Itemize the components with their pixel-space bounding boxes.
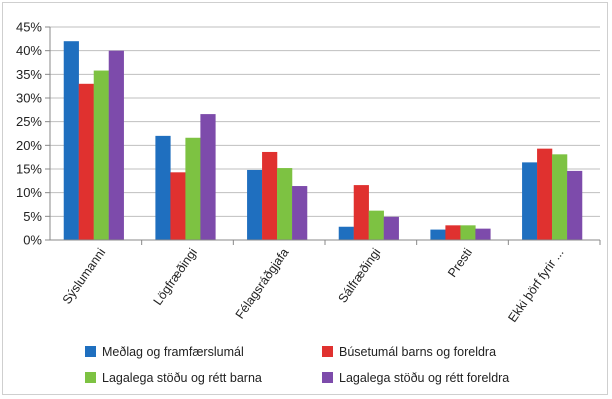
bars xyxy=(63,41,583,241)
bar xyxy=(262,151,278,240)
bar xyxy=(567,170,583,240)
y-tick-label: 45% xyxy=(16,20,42,35)
y-tick-label: 20% xyxy=(16,138,42,153)
bar xyxy=(108,50,124,240)
legend-swatch xyxy=(322,346,333,357)
x-category-label: Presti xyxy=(445,246,475,280)
bar xyxy=(185,137,201,240)
legend-label: Búsetumál barns og foreldra xyxy=(339,345,496,359)
bar xyxy=(292,186,308,240)
x-category-label: Sálfræðingi xyxy=(336,246,384,306)
y-tick-label: 35% xyxy=(16,67,42,82)
bar xyxy=(247,169,263,240)
y-tick-label: 15% xyxy=(16,162,42,177)
bar xyxy=(430,229,446,240)
x-category-label: Félagsráðgjafa xyxy=(233,246,292,322)
bar xyxy=(445,225,461,240)
bar xyxy=(552,154,568,240)
bar xyxy=(63,41,79,241)
legend-swatch xyxy=(322,372,333,383)
legend-label: Lagalega stöðu og rétt foreldra xyxy=(339,371,509,385)
x-category-label: Lögfræðingi xyxy=(151,246,200,308)
bar xyxy=(522,162,538,240)
axes xyxy=(49,27,601,245)
gridlines xyxy=(50,26,600,217)
y-tick-label: 25% xyxy=(16,114,42,129)
y-tick-label: 10% xyxy=(16,185,42,200)
y-axis-ticks: 0% 5% 10% 15% 20% 25% 30% 35% 40% 45% xyxy=(16,20,50,248)
bar xyxy=(277,168,293,240)
legend-swatch xyxy=(85,346,96,357)
bar xyxy=(338,226,354,240)
bar xyxy=(155,135,171,240)
x-axis-categories: Sýslumanni Lögfræðingi Félagsráðgjafa Sálfr… xyxy=(60,246,567,325)
y-tick-label: 0% xyxy=(23,233,42,248)
legend-label: Lagalega stöðu og rétt barna xyxy=(102,371,262,385)
y-tick-label: 30% xyxy=(16,91,42,106)
bar xyxy=(383,216,399,240)
y-tick-label: 5% xyxy=(23,209,42,224)
bar xyxy=(368,210,384,240)
bar xyxy=(475,228,491,240)
bar xyxy=(460,225,476,240)
bar xyxy=(200,114,216,240)
bar xyxy=(78,83,94,240)
bar xyxy=(93,70,109,241)
y-tick-label: 40% xyxy=(16,43,42,58)
bar xyxy=(537,148,553,240)
x-category-label: Sýslumanni xyxy=(60,246,109,307)
legend-label: Meðlag og framfærslumál xyxy=(102,345,244,359)
legend: Meðlag og framfærslumál Búsetumál barns o… xyxy=(85,345,509,385)
x-category-label: Ekki þörf fyrir ... xyxy=(505,246,566,325)
bar xyxy=(170,172,186,240)
bar xyxy=(353,185,369,240)
legend-swatch xyxy=(85,372,96,383)
